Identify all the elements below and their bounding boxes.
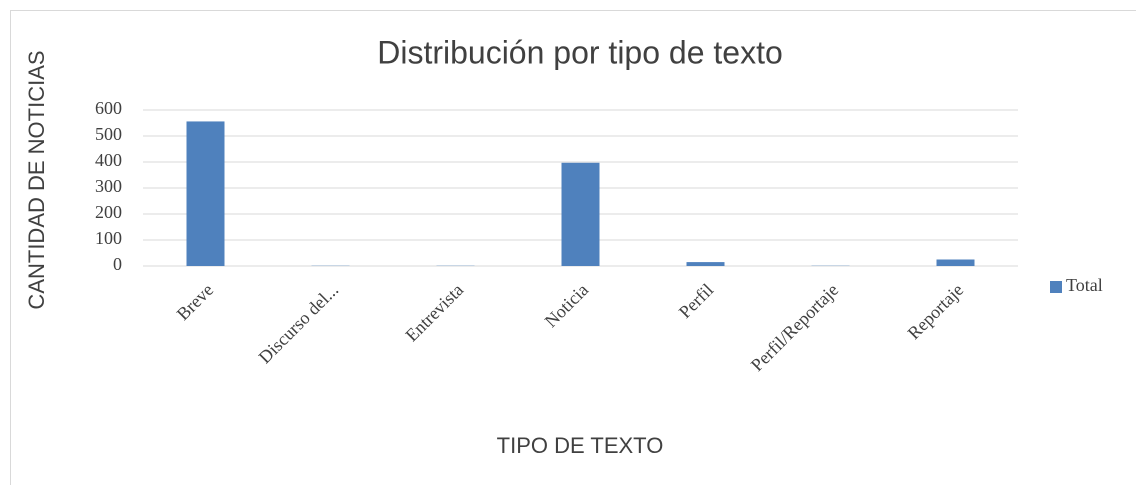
y-tick-label: 300 — [95, 176, 122, 196]
y-tick-label: 100 — [95, 228, 122, 248]
legend-swatch — [1050, 281, 1062, 293]
y-axis-label: CANTIDAD DE NOTICIAS — [24, 50, 49, 309]
y-tick-label: 0 — [113, 254, 122, 274]
x-axis-label: TIPO DE TEXTO — [497, 433, 664, 458]
y-tick-label: 600 — [95, 98, 122, 118]
bar — [186, 121, 225, 266]
legend-label: Total — [1066, 275, 1103, 295]
y-tick-label: 200 — [95, 202, 122, 222]
bar — [686, 262, 725, 266]
y-tick-label: 400 — [95, 150, 122, 170]
bar — [561, 162, 600, 266]
bar — [936, 259, 975, 266]
y-tick-label: 500 — [95, 124, 122, 144]
chart-title: Distribución por tipo de texto — [377, 34, 783, 70]
